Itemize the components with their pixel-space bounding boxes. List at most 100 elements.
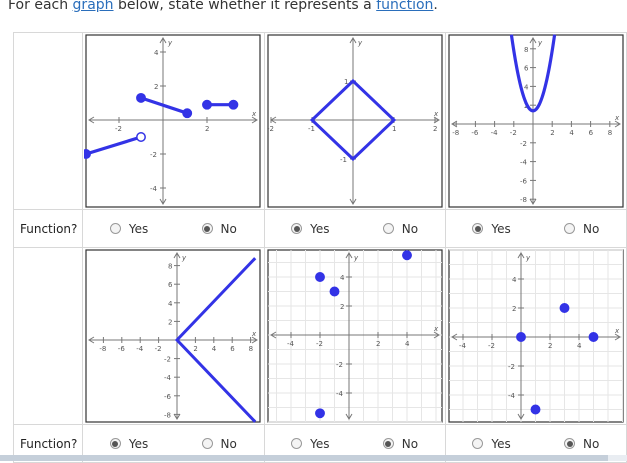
answer-cell-3: Yes No bbox=[444, 209, 627, 248]
y-tick-label: 2 bbox=[168, 318, 172, 326]
no-option-2[interactable]: No bbox=[382, 221, 419, 236]
instructions-text: . bbox=[433, 0, 438, 13]
graph-2: x y -2 -1 1 2 1 -1 bbox=[267, 34, 443, 208]
yes-option-1[interactable]: Yes bbox=[109, 221, 149, 236]
x-tick-label: 6 bbox=[231, 345, 236, 353]
x-tick-label: 6 bbox=[588, 129, 593, 137]
graph-cell-2: x y -2 -1 1 2 1 -1 bbox=[263, 32, 446, 210]
closed-endpoint bbox=[84, 149, 92, 159]
y-axis-arrow bbox=[345, 413, 353, 420]
y-axis-arrow bbox=[529, 37, 537, 44]
x-tick-label: 2 bbox=[194, 345, 198, 353]
x-axis-arrow bbox=[614, 333, 621, 341]
x-tick-label: -2 bbox=[316, 340, 323, 348]
no-radio-3[interactable] bbox=[564, 223, 576, 234]
data-point bbox=[314, 272, 325, 282]
yes-radio-5[interactable] bbox=[291, 438, 303, 449]
y-tick-label: -8 bbox=[520, 196, 527, 204]
yes-option-5[interactable]: Yes bbox=[291, 436, 330, 451]
y-tick-label: -2 bbox=[336, 361, 343, 369]
horizontal-scrollbar[interactable] bbox=[0, 455, 627, 461]
closed-endpoint bbox=[182, 108, 193, 119]
yes-label: Yes bbox=[128, 221, 149, 236]
data-point bbox=[329, 286, 340, 297]
y-axis-arrow bbox=[349, 37, 357, 44]
x-tick-label: -4 bbox=[459, 342, 467, 350]
x-tick-label: 1 bbox=[392, 125, 396, 133]
x-axis-arrow bbox=[88, 336, 95, 344]
y-axis-label: y bbox=[181, 254, 187, 262]
no-radio-2[interactable] bbox=[382, 223, 394, 234]
y-axis-arrow bbox=[173, 252, 181, 259]
graphs-table: x y -2 2 4 2 -2 -4 x y -2 -1 1 2 1 -1 x y -8 -6 -4 -2 2 4 6 8 8 6… bbox=[12, 32, 627, 463]
y-tick-label: -2 bbox=[164, 356, 171, 364]
y-axis-label: y bbox=[167, 39, 173, 47]
yes-radio-4[interactable] bbox=[109, 438, 121, 449]
graph-frame bbox=[267, 249, 443, 423]
no-radio-4[interactable] bbox=[201, 438, 213, 449]
x-tick-label: -8 bbox=[452, 129, 459, 137]
yes-label: Yes bbox=[128, 436, 149, 451]
yes-label: Yes bbox=[491, 221, 511, 236]
y-tick-label: -1 bbox=[340, 156, 347, 164]
no-option-3[interactable]: No bbox=[564, 222, 599, 236]
x-tick-label: -2 bbox=[510, 129, 517, 137]
x-axis-arrow bbox=[450, 120, 458, 128]
no-option-1[interactable]: No bbox=[201, 222, 237, 236]
yes-option-6[interactable]: Yes bbox=[472, 437, 511, 451]
no-option-4[interactable]: No bbox=[201, 437, 237, 451]
function-link[interactable]: function bbox=[376, 0, 434, 13]
y-axis-arrow bbox=[349, 198, 357, 205]
x-tick-label: 4 bbox=[405, 340, 410, 348]
yes-label: Yes bbox=[310, 221, 330, 236]
y-tick-label: -8 bbox=[164, 411, 171, 419]
y-tick-label: 6 bbox=[524, 65, 529, 73]
no-option-5[interactable]: No bbox=[382, 437, 418, 451]
y-tick-label: 2 bbox=[340, 303, 344, 311]
yes-radio-6[interactable] bbox=[472, 438, 484, 449]
graph-link[interactable]: graph bbox=[72, 0, 114, 13]
y-tick-label: -4 bbox=[336, 390, 344, 398]
yes-radio-1[interactable] bbox=[109, 223, 121, 234]
yes-radio-2[interactable] bbox=[291, 223, 303, 234]
instructions-text: below, state whether it represents a bbox=[113, 0, 377, 13]
y-tick-label: 6 bbox=[168, 281, 173, 289]
yes-label: Yes bbox=[310, 436, 330, 451]
x-tick-label: -4 bbox=[490, 129, 498, 137]
yes-radio-3[interactable] bbox=[472, 223, 484, 234]
y-tick-label: 4 bbox=[524, 83, 529, 91]
y-tick-label: -2 bbox=[150, 151, 157, 159]
y-tick-label: 1 bbox=[344, 78, 348, 86]
x-axis-label: x bbox=[251, 330, 257, 338]
yes-option-2[interactable]: Yes bbox=[291, 221, 330, 236]
no-label: No bbox=[401, 221, 419, 236]
x-tick-label: 2 bbox=[205, 125, 209, 133]
graph-4: x y -8 -6 -4 -2 2 4 6 8 8 6 4 2 -2 -4 -6 -8 bbox=[85, 249, 262, 423]
x-tick-label: -2 bbox=[115, 125, 122, 133]
y-tick-label: 4 bbox=[512, 276, 517, 284]
graph-frame bbox=[85, 249, 262, 423]
graph-1: x y -2 2 4 2 -2 -4 bbox=[84, 34, 262, 208]
y-tick-label: -2 bbox=[520, 140, 527, 148]
yes-option-4[interactable]: Yes bbox=[109, 436, 149, 451]
y-tick-label: -4 bbox=[520, 159, 528, 167]
yes-option-3[interactable]: Yes bbox=[472, 221, 511, 236]
no-radio-6[interactable] bbox=[564, 438, 576, 449]
x-tick-label: 2 bbox=[376, 340, 380, 348]
no-label: No bbox=[583, 221, 600, 236]
graph-cell-4: x y -8 -6 -4 -2 2 4 6 8 8 6 4 2 -2 -4 -6 -8 bbox=[82, 247, 265, 425]
scrollbar-thumb[interactable] bbox=[0, 455, 608, 461]
no-radio-1[interactable] bbox=[201, 223, 213, 234]
x-tick-label: -1 bbox=[308, 125, 315, 133]
no-radio-5[interactable] bbox=[382, 438, 394, 449]
data-point bbox=[401, 250, 412, 261]
no-label: No bbox=[583, 436, 600, 451]
closed-endpoint bbox=[136, 92, 147, 103]
x-tick-label: 8 bbox=[608, 129, 612, 137]
y-tick-label: -6 bbox=[520, 177, 528, 185]
graph-cell-6: x y -4 -2 2 4 4 2 -2 -4 bbox=[444, 247, 627, 425]
instructions: For each graph below, state whether it r… bbox=[8, 0, 438, 13]
y-tick-label: -4 bbox=[150, 185, 158, 193]
no-option-6[interactable]: No bbox=[564, 437, 599, 451]
